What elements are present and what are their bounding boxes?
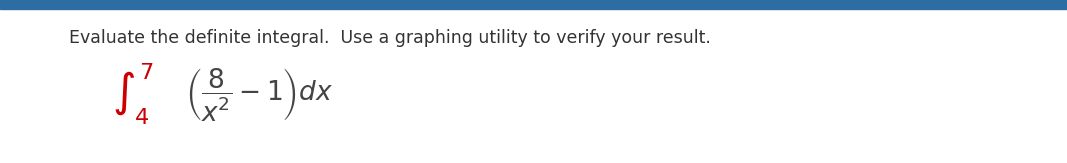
Bar <box>0 0 1067 9</box>
Text: $\int_{4}^{7}$: $\int_{4}^{7}$ <box>112 62 155 127</box>
Text: Evaluate the definite integral.  Use a graphing utility to verify your result.: Evaluate the definite integral. Use a gr… <box>69 29 712 47</box>
Text: $\left(\dfrac{8}{x^2}-1\right)dx$: $\left(\dfrac{8}{x^2}-1\right)dx$ <box>185 66 333 123</box>
